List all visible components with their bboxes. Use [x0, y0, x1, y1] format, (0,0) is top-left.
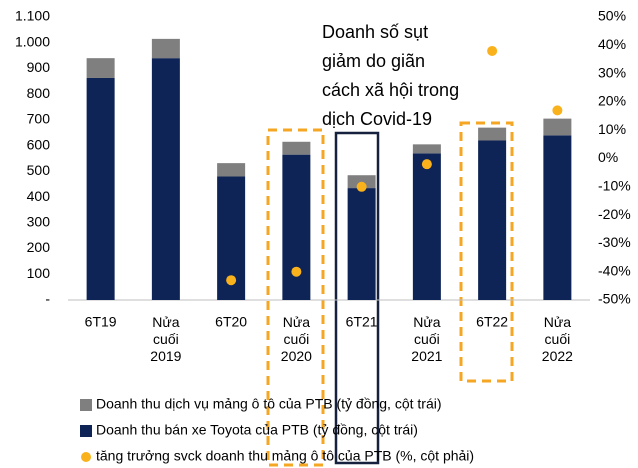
x-tick-line: 2020: [281, 348, 312, 364]
y2-tick-label: 40%: [598, 36, 626, 52]
x-tick-label: 6T21: [346, 314, 378, 330]
y-tick-label: 800: [27, 85, 51, 101]
growth-dot: [356, 181, 367, 192]
highlight-box: [334, 131, 380, 465]
growth-dot: [421, 159, 432, 170]
x-tick-label: Nửa cuối 2020: [281, 314, 312, 364]
x-tick-line: Nửa: [413, 314, 440, 330]
bar-segment: [151, 58, 180, 300]
y2-tick-label: -30%: [598, 234, 631, 250]
y2-tick-label: -10%: [598, 178, 631, 194]
x-tick-label: Nửa cuối 2022: [542, 314, 573, 364]
y2-tick-label: -20%: [598, 206, 631, 222]
legend-label: Doanh thu dịch vụ mảng ô tô của PTB (tỷ …: [96, 396, 442, 412]
x-tick-line: Nửa: [152, 314, 179, 330]
legend-label: Doanh thu bán xe Toyota của PTB (tỷ đồng…: [96, 422, 418, 438]
bar-segment: [543, 135, 572, 300]
y2-tick-label: 20%: [598, 93, 626, 109]
bar-segment: [412, 144, 441, 154]
bar-segment: [86, 77, 115, 300]
y-tick-label: 700: [27, 111, 51, 127]
annotation: giảm do giãn: [322, 51, 425, 71]
x-tick-line: 2021: [411, 348, 442, 364]
annotation: cách xã hội trong: [322, 80, 459, 100]
growth-dot: [552, 105, 563, 116]
x-tick-line: Nửa: [544, 314, 571, 330]
x-tick-line: Nửa: [283, 314, 310, 330]
y2-tick-label: 0%: [598, 149, 618, 165]
x-tick-label: Nửa cuối 2021: [411, 314, 442, 364]
x-tick-line: cuối: [284, 331, 310, 347]
legend-marker: [81, 452, 91, 462]
x-tick-line: cuối: [414, 331, 440, 347]
y-tick-label: 900: [27, 59, 51, 75]
y-tick-label: -: [45, 291, 50, 307]
y2-tick-label: 50%: [598, 8, 626, 24]
highlight-box: [459, 121, 514, 383]
annotation: Doanh số sụt: [322, 22, 428, 42]
y-tick-label: 1.100: [15, 8, 50, 24]
y2-tick-label: 10%: [598, 121, 626, 137]
growth-dot: [291, 266, 302, 277]
x-tick-label: 6T20: [215, 314, 247, 330]
x-tick-line: 2022: [542, 348, 573, 364]
bar-segment: [478, 127, 507, 141]
x-tick-line: cuối: [545, 331, 571, 347]
x-tick-label: Nửa cuối 2019: [150, 314, 181, 364]
annotation: dịch Covid-19: [322, 109, 432, 129]
bar-segment: [217, 163, 246, 177]
x-tick-label: 6T22: [476, 314, 508, 330]
bar-segment: [543, 118, 572, 136]
bar-segment: [347, 175, 376, 189]
bar-segment: [282, 141, 311, 155]
y-tick-label: 100: [27, 265, 51, 281]
growth-dot: [226, 275, 237, 286]
y-tick-label: 600: [27, 136, 51, 152]
y-tick-label: 200: [27, 239, 51, 255]
legend-marker: [80, 425, 92, 437]
bar-segment: [478, 140, 507, 300]
y-tick-label: 300: [27, 214, 51, 230]
legend-label: tăng trưởng svck doanh thu mảng ô tô của…: [96, 448, 474, 464]
y-tick-label: 400: [27, 188, 51, 204]
bar-segment: [86, 58, 115, 78]
x-tick-line: cuối: [153, 331, 179, 347]
y-tick-label: 1.000: [15, 33, 50, 49]
bar-segment: [412, 153, 441, 300]
y2-tick-label: -40%: [598, 262, 631, 278]
legend-marker: [80, 399, 92, 411]
x-tick-label: 6T19: [85, 314, 117, 330]
bar-segment: [282, 154, 311, 300]
y2-tick-label: 30%: [598, 64, 626, 80]
y-tick-label: 500: [27, 162, 51, 178]
growth-dot: [487, 45, 498, 56]
x-tick-line: 2019: [150, 348, 181, 364]
bar-segment: [151, 38, 180, 59]
y2-tick-label: -50%: [598, 291, 631, 307]
bar-segment: [347, 188, 376, 300]
